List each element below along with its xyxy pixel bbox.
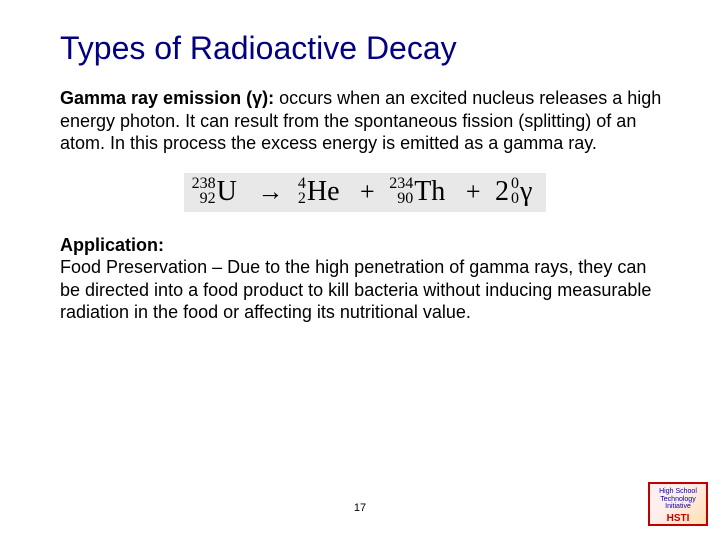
gamma-lead: Gamma ray emission (γ): — [60, 88, 274, 108]
th-atomic: 90 — [389, 192, 413, 206]
plus-2: + — [466, 177, 481, 207]
hsti-logo: High School Technology Initiative HSTI — [648, 482, 708, 526]
nuclear-equation: 238 92 U → 4 2 He + 234 90 Th + 2 0 0 γ — [184, 173, 547, 212]
gamma-coef: 2 — [495, 176, 509, 208]
paragraph-application: Application: Food Preservation – Due to … — [60, 234, 670, 324]
logo-line3: Initiative — [665, 503, 691, 510]
he-atomic: 2 — [298, 192, 306, 206]
logo-abbr: HSTI — [650, 513, 706, 524]
paragraph-gamma: Gamma ray emission (γ): occurs when an e… — [60, 87, 670, 155]
nuclide-u: 238 92 — [192, 177, 216, 206]
logo-line1: High School — [659, 488, 697, 495]
equation-container: 238 92 U → 4 2 He + 234 90 Th + 2 0 0 γ — [60, 173, 670, 212]
he-symbol: He — [307, 176, 340, 208]
nuclide-th: 234 90 — [389, 177, 413, 206]
gamma-symbol: γ — [520, 176, 532, 208]
plus-1: + — [360, 177, 375, 207]
logo-line2: Technology — [660, 496, 695, 503]
page-number: 17 — [0, 502, 720, 514]
slide-title: Types of Radioactive Decay — [60, 30, 670, 67]
application-lead: Application: — [60, 235, 164, 255]
u-atomic: 92 — [192, 192, 216, 206]
nuclide-he: 4 2 — [298, 177, 306, 206]
arrow: → — [257, 177, 283, 207]
u-symbol: U — [217, 176, 237, 208]
th-symbol: Th — [414, 176, 445, 208]
application-rest: Food Preservation – Due to the high pene… — [60, 257, 651, 322]
nuclide-gamma: 0 0 — [511, 177, 519, 206]
gamma-atomic: 0 — [511, 192, 519, 206]
